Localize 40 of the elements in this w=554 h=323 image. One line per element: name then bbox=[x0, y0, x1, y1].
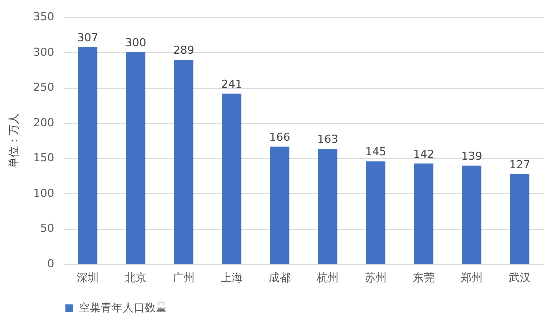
data-label: 127 bbox=[510, 158, 530, 172]
data-label: 241 bbox=[222, 78, 242, 91]
x-tick-label: 武汉 bbox=[509, 272, 531, 284]
data-label: 289 bbox=[174, 44, 194, 58]
data-label: 163 bbox=[318, 132, 338, 146]
y-tick-label: 50 bbox=[40, 222, 54, 236]
legend-label: 空巢青年人口数量 bbox=[79, 302, 167, 314]
bar bbox=[510, 174, 530, 264]
data-label: 307 bbox=[78, 31, 98, 44]
y-tick-label: 150 bbox=[34, 152, 54, 165]
data-label: 300 bbox=[126, 36, 146, 50]
x-tick-label: 东莞 bbox=[413, 272, 435, 284]
y-tick-label: 200 bbox=[34, 116, 54, 130]
bar bbox=[414, 164, 434, 264]
y-axis-title: 单位：万人 bbox=[8, 114, 21, 168]
x-tick-label: 郑州 bbox=[461, 272, 483, 284]
bar bbox=[366, 162, 386, 264]
bar bbox=[462, 166, 482, 264]
bar bbox=[174, 60, 194, 264]
x-tick-label: 上海 bbox=[221, 272, 243, 284]
y-tick-label: 0 bbox=[48, 258, 54, 270]
bar bbox=[78, 47, 98, 264]
y-tick-label: 350 bbox=[34, 10, 54, 24]
bar bbox=[318, 148, 338, 264]
y-tick-label: 250 bbox=[34, 81, 54, 94]
x-tick-label: 成都 bbox=[269, 272, 291, 284]
data-label: 166 bbox=[270, 130, 290, 144]
x-tick-label: 北京 bbox=[125, 272, 147, 284]
bar bbox=[270, 146, 290, 264]
data-label: 142 bbox=[414, 148, 434, 161]
bar bbox=[126, 52, 146, 264]
x-tick-label: 深圳 bbox=[77, 272, 99, 284]
data-label: 139 bbox=[462, 150, 482, 163]
bar bbox=[222, 94, 242, 264]
x-tick-label: 杭州 bbox=[316, 272, 339, 284]
x-tick-label: 广州 bbox=[173, 272, 195, 284]
y-tick-label: 100 bbox=[34, 186, 54, 200]
data-label: 145 bbox=[366, 146, 386, 159]
y-tick-label: 300 bbox=[34, 46, 54, 59]
x-tick-label: 苏州 bbox=[365, 272, 387, 284]
